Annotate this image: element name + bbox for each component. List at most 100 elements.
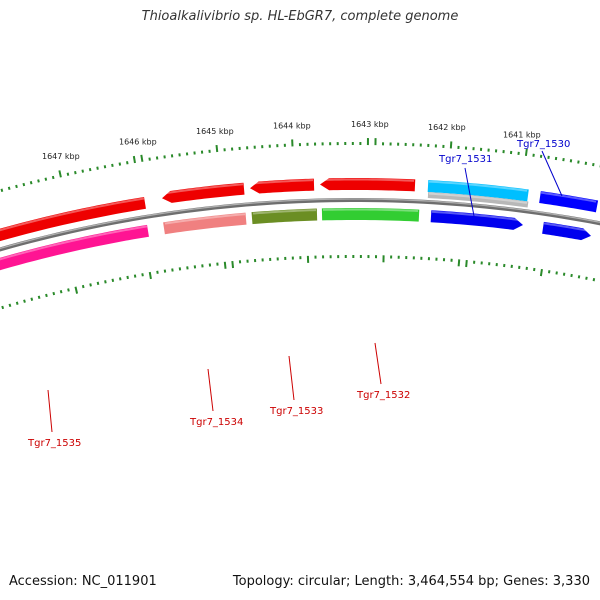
- scale-tick-minor: [0, 188, 4, 192]
- scale-label: 1647 kbp: [42, 152, 80, 161]
- feature-highlight: [250, 179, 314, 185]
- scale-tick-inner-minor: [118, 277, 122, 281]
- gene-tgr7-1530[interactable]: [539, 191, 599, 213]
- accession-text: Accession: NC_011901: [9, 574, 157, 589]
- scale-tick-inner-minor: [1, 305, 5, 310]
- scale-tick-minor: [44, 177, 48, 181]
- genome-backbone: [0, 198, 600, 252]
- scale-tick-inner-minor: [585, 276, 588, 280]
- scale-tick-major: [524, 148, 528, 156]
- gene-tgr7-1533[interactable]: [251, 208, 318, 225]
- label-leader-line: [541, 150, 563, 197]
- gene-label-tgr7-1535: Tgr7_1535: [27, 438, 81, 449]
- label-leader-line: [288, 355, 295, 401]
- scale-tick-inner-minor: [126, 275, 129, 280]
- feature-highlight: [0, 197, 145, 232]
- gene-tgr7-1532[interactable]: [321, 208, 420, 222]
- scale-tick-inner-major: [465, 259, 468, 268]
- scale-label: 1645 kbp: [196, 127, 234, 136]
- gene-label-tgr7-1533: Tgr7_1533: [269, 406, 323, 417]
- gene-tgr7-1531[interactable]: [427, 180, 529, 202]
- gene-tgr7-1534[interactable]: [163, 212, 247, 235]
- feature-highlight: [540, 191, 597, 203]
- scale-tick-major: [215, 144, 219, 153]
- scale-tick-inner-major: [231, 260, 235, 269]
- scale-label: 1642 kbp: [428, 123, 466, 132]
- scale-tick-minor: [29, 181, 33, 185]
- genome-summary-text: Topology: circular; Length: 3,464,554 bp…: [232, 574, 590, 589]
- feature-segment[interactable]: [250, 178, 315, 194]
- gene-label-tgr7-1534: Tgr7_1534: [189, 417, 243, 428]
- scale-tick-inner-minor: [562, 272, 566, 276]
- gene-tgr7-1535[interactable]: [0, 224, 149, 271]
- scale-tick-inner-minor: [104, 280, 107, 284]
- feature-segment[interactable]: [162, 182, 245, 203]
- feature-segment[interactable]: [427, 192, 529, 208]
- scale-tick-inner-minor: [133, 274, 137, 278]
- gene-features[interactable]: [0, 178, 599, 271]
- feature-highlight: [431, 210, 523, 222]
- scale-tick-minor: [22, 182, 26, 187]
- scale-tick-minor: [584, 161, 588, 165]
- scale-label: 1643 kbp: [351, 120, 389, 129]
- scale-tick-minor: [118, 162, 122, 166]
- scale-label: 1646 kbp: [119, 137, 157, 146]
- scale-tick-major: [132, 155, 136, 164]
- scale-tick-inner-minor: [23, 299, 26, 303]
- feature-highlight: [428, 180, 528, 192]
- scale-tick-inner-minor: [59, 290, 63, 294]
- scale-tick-inner-major: [148, 271, 152, 280]
- scale-tick-minor: [126, 161, 129, 165]
- scale-tick-inner-major: [457, 259, 461, 267]
- scale-tick-minor: [111, 163, 114, 168]
- scale-tick-minor: [592, 162, 595, 167]
- scale-tick-inner-minor: [577, 275, 581, 279]
- scale-tick-inner-minor: [111, 278, 115, 282]
- scale-label: 1644 kbp: [273, 121, 311, 130]
- scale-tick-minor: [51, 175, 55, 180]
- map-title: Thioalkalivibrio sp. HL-EbGR7, complete …: [141, 9, 459, 24]
- scale-tick-inner-minor: [30, 297, 34, 301]
- scale-tick-inner-minor: [81, 284, 85, 289]
- feature-highlight: [252, 209, 317, 215]
- scale-tick-inner-minor: [96, 281, 100, 286]
- scale-ticks-inner: [1, 255, 596, 310]
- scale-ticks-outer: 1647 kbp 1646 kbp 1645 kbp 1644 kbp 1643 kbp…: [0, 120, 600, 192]
- gene-label-tgr7-1532: Tgr7_1532: [356, 390, 410, 401]
- gene-label-tgr7-1531: Tgr7_1531: [438, 154, 492, 165]
- scale-tick-inner-minor: [141, 273, 144, 277]
- scale-label: 1641 kbp: [503, 131, 541, 140]
- scale-tick-inner-major: [74, 286, 79, 294]
- feature-segment[interactable]: [320, 178, 416, 192]
- scale-tick-minor: [103, 165, 107, 169]
- scale-tick-minor: [37, 179, 40, 183]
- scale-tick-inner-minor: [570, 273, 573, 278]
- scale-tick-inner-minor: [67, 288, 70, 292]
- scale-tick-inner-minor: [37, 295, 41, 299]
- scale-tick-inner-minor: [89, 283, 92, 287]
- feature-segment[interactable]: [0, 196, 146, 242]
- gene-labels: Tgr7_1535 Tgr7_1534 Tgr7_1533 Tgr7_1532 Tgr7…: [27, 139, 570, 449]
- feature-highlight: [428, 192, 528, 204]
- feature-highlight: [322, 208, 419, 213]
- scale-tick-minor: [74, 170, 77, 175]
- scale-tick-inner-minor: [52, 291, 56, 296]
- feature-segment[interactable]: [542, 221, 591, 241]
- scale-tick-inner-major: [223, 261, 227, 269]
- label-leader-line: [47, 389, 53, 433]
- feature-segment[interactable]: [430, 210, 523, 230]
- feature-highlight: [320, 178, 415, 182]
- scale-tick-inner-minor: [8, 303, 12, 308]
- feature-highlight: [543, 222, 591, 233]
- label-leader-line: [374, 342, 382, 385]
- scale-tick-minor: [88, 167, 92, 172]
- gene-label-tgr7-1530: Tgr7_1530: [516, 139, 570, 150]
- feature-highlight: [164, 213, 246, 225]
- feature-highlight: [0, 225, 148, 261]
- scale-tick-major: [140, 154, 144, 162]
- feature-highlight: [162, 183, 244, 195]
- scale-tick-minor: [81, 169, 85, 173]
- scale-tick-inner-major: [539, 268, 543, 277]
- scale-tick-inner-minor: [45, 293, 48, 298]
